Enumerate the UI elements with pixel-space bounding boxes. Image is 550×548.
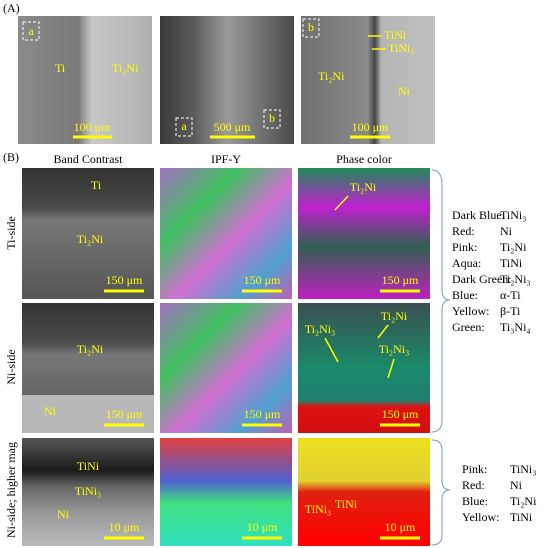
legend-value: Ti₂Ni₃ [500, 272, 531, 286]
phase-label: Ti₂Ni [77, 342, 104, 356]
micrograph [160, 16, 294, 144]
ipf-map [160, 168, 292, 299]
region-box [175, 117, 193, 137]
micrograph [22, 438, 154, 546]
ipf-map [160, 438, 292, 546]
legend-key: Blue: [462, 494, 488, 508]
legend-value: Ni [500, 224, 513, 238]
legend-value: TiNi [500, 256, 523, 270]
phase-label: TiNi₃ [305, 502, 331, 516]
legend-key: Pink: [462, 462, 487, 476]
region-label: a [181, 119, 187, 133]
phase-map [298, 438, 430, 546]
brace [431, 439, 451, 546]
micrograph [18, 16, 152, 144]
region-label: a [28, 24, 34, 38]
phase-map [298, 168, 430, 299]
phase-label: Ti₂Ni [112, 61, 139, 75]
legend-key: Red: [462, 478, 485, 492]
arrow [387, 358, 395, 379]
micrograph-region [22, 395, 154, 433]
phase-label: Ti₂Ni₃ [305, 322, 336, 336]
column-header: IPF-Y [211, 152, 241, 166]
legend-key: Dark Blue: [452, 208, 505, 222]
scale-label: 10 μm [385, 520, 416, 534]
arrow [377, 324, 389, 339]
region-box [302, 18, 320, 38]
legend-key: Yellow: [452, 304, 489, 318]
phase-label: TiNi [384, 28, 407, 42]
scale-label: 100 μm [352, 120, 389, 134]
scale-label: 150 μm [106, 407, 143, 421]
panel-label: (A) [3, 1, 20, 15]
phase-map [298, 303, 430, 433]
micrograph [301, 16, 435, 144]
legend-value: β-Ti [500, 304, 521, 318]
phase-label: Ni [398, 84, 411, 98]
legend-key: Yellow: [462, 510, 499, 524]
row-label: Ni-side [4, 349, 18, 384]
legend-key: Pink: [452, 240, 477, 254]
legend-key: Dark Green: [452, 272, 512, 286]
legend-value: Ti₂Ni [510, 494, 537, 508]
legend-key: Red: [452, 224, 475, 238]
legend-value: α-Ti [500, 288, 521, 302]
phase-label: TiNi₃ [75, 484, 101, 498]
scale-label: 150 μm [244, 407, 281, 421]
brace [431, 169, 451, 433]
row-label: Ni-side; higher mag [4, 442, 18, 538]
scale-label: 150 μm [106, 273, 143, 287]
phase-label: Ti₂Ni [350, 180, 377, 194]
phase-label: Ti₂Ni [381, 309, 408, 323]
region-label: b [308, 20, 314, 34]
micrograph [22, 168, 154, 299]
scale-label: 500 μm [214, 120, 251, 134]
legend-key: Aqua: [452, 256, 481, 270]
legend-value: TiNi₃ [500, 208, 526, 222]
panel-label: (B) [3, 150, 19, 164]
scale-bars: 150 μm 150 μm 150 μm 150 μm 150 μm 150 μm 10 μ… [104, 273, 420, 540]
scale-label: 150 μm [244, 273, 281, 287]
legend-value: Ni [510, 478, 523, 492]
phase-label: Ni [57, 507, 70, 521]
arrow [324, 337, 339, 363]
ipf-map [160, 303, 292, 433]
scale-label: 10 μm [247, 520, 278, 534]
column-header: Phase color [336, 152, 392, 166]
phase-label: TiNi [77, 459, 100, 473]
phase-label: Ti₂Ni₃ [379, 342, 410, 356]
phase-label: Ti₂Ni [77, 232, 104, 246]
legend-key: Blue: [452, 288, 478, 302]
legend-value: TiNi₃ [510, 462, 536, 476]
legend-value: Ti₃Ni₄ [500, 320, 531, 334]
region-box [22, 21, 40, 41]
legend-key: Green: [452, 320, 485, 334]
phase-label: Ti [55, 61, 66, 75]
scale-label: 150 μm [382, 273, 419, 287]
legend-value: TiNi [510, 510, 533, 524]
scale-label: 10 μm [109, 520, 140, 534]
phase-label: Ni [44, 404, 57, 418]
legend-value: Ti₂Ni [500, 240, 527, 254]
phase-label: TiNi₃ [388, 41, 414, 55]
phase-label: Ti [91, 178, 102, 192]
region-label: b [269, 111, 275, 125]
scale-label: 100 μm [74, 120, 111, 134]
column-header: Band Contrast [54, 152, 124, 166]
scale-label: 150 μm [382, 407, 419, 421]
row-label: Ti-side [4, 216, 18, 250]
region-box [263, 109, 281, 129]
phase-label: TiNi [335, 497, 358, 511]
phase-label: Ti₂Ni [318, 69, 345, 83]
arrow [334, 195, 349, 211]
